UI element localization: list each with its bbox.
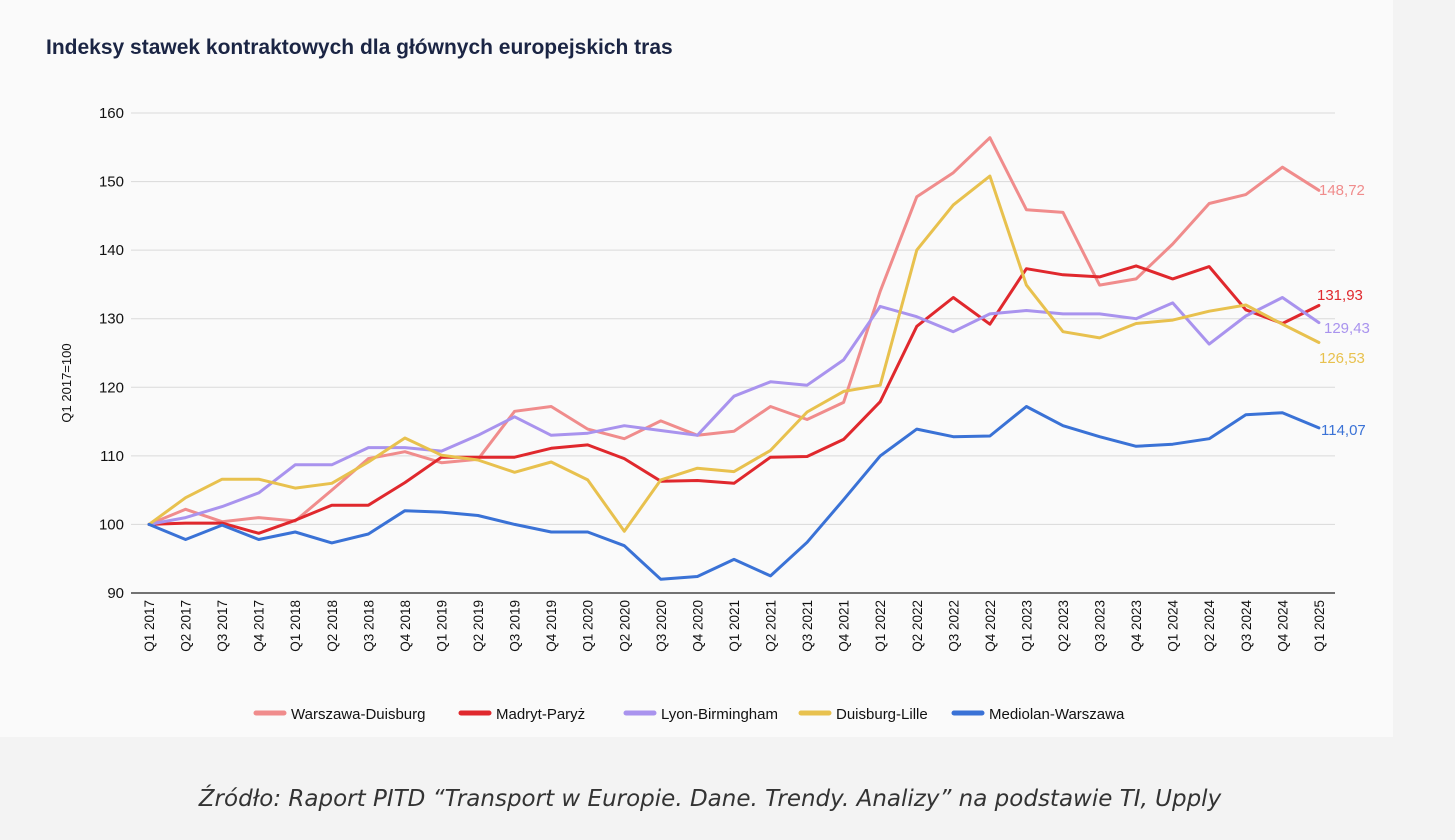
x-tick-label: Q1 2019 bbox=[434, 600, 449, 652]
x-tick-label: Q2 2018 bbox=[325, 600, 340, 652]
legend-label: Warszawa-Duisburg bbox=[291, 706, 425, 723]
x-tick-label: Q4 2017 bbox=[252, 600, 267, 652]
y-tick-label: 120 bbox=[99, 379, 124, 396]
x-tick-label: Q1 2025 bbox=[1312, 600, 1327, 652]
x-tick-label: Q1 2021 bbox=[727, 600, 742, 652]
source-note: Źródło: Raport PITD “Transport w Europie… bbox=[198, 786, 1222, 812]
y-tick-label: 110 bbox=[100, 448, 124, 465]
y-axis-label: Q1 2017=100 bbox=[59, 343, 74, 422]
chart-title: Indeksy stawek kontraktowych dla głównyc… bbox=[46, 36, 673, 59]
x-tick-label: Q4 2019 bbox=[544, 600, 559, 652]
x-tick-label: Q2 2023 bbox=[1056, 600, 1071, 652]
x-tick-label: Q1 2017 bbox=[142, 600, 157, 652]
x-tick-label: Q3 2023 bbox=[1093, 600, 1108, 652]
x-tick-label: Q1 2023 bbox=[1019, 600, 1034, 652]
legend: Warszawa-Duisburg Madryt-Paryż Lyon-Birmin… bbox=[253, 706, 1125, 723]
chart-card: Indeksy stawek kontraktowych dla głównyc… bbox=[46, 36, 673, 59]
y-tick-label: 140 bbox=[99, 242, 124, 259]
end-value-label: 114,07 bbox=[1321, 422, 1366, 439]
y-tick-label: 90 bbox=[107, 585, 124, 602]
x-tick-label: Q2 2020 bbox=[617, 600, 632, 652]
x-tick-label: Q1 2024 bbox=[1166, 600, 1181, 652]
end-labels: 148,72 131,93 129,43 126,53 114,07 bbox=[1317, 182, 1370, 439]
x-tick-label: Q2 2021 bbox=[764, 600, 779, 652]
y-tick-label: 100 bbox=[99, 516, 124, 533]
x-tick-label: Q3 2022 bbox=[946, 600, 961, 652]
legend-label: Duisburg-Lille bbox=[836, 706, 928, 723]
line-chart: 90 100 110 120 130 140 150 160 Q1 2017=100 Q1 2… bbox=[59, 105, 1370, 723]
y-axis: 90 100 110 120 130 140 150 160 bbox=[99, 105, 124, 602]
x-tick-label: Q3 2018 bbox=[361, 600, 376, 652]
end-value-label: 131,93 bbox=[1317, 287, 1363, 304]
x-tick-label: Q4 2022 bbox=[983, 600, 998, 652]
x-tick-label: Q1 2022 bbox=[873, 600, 888, 652]
x-tick-label: Q2 2022 bbox=[910, 600, 925, 652]
x-tick-label: Q3 2017 bbox=[215, 600, 230, 652]
x-tick-label: Q4 2024 bbox=[1275, 600, 1290, 652]
x-tick-label: Q1 2020 bbox=[581, 600, 596, 652]
legend-label: Lyon-Birmingham bbox=[661, 706, 778, 723]
x-tick-label: Q4 2023 bbox=[1129, 600, 1144, 652]
x-axis: Q1 2017 Q2 2017 Q3 2017 Q4 2017 Q1 2018 Q2 20… bbox=[142, 600, 1327, 652]
x-tick-label: Q4 2018 bbox=[398, 600, 413, 652]
x-tick-label: Q4 2021 bbox=[837, 600, 852, 652]
y-tick-label: 130 bbox=[99, 311, 124, 328]
x-tick-label: Q3 2021 bbox=[800, 600, 815, 652]
x-tick-label: Q4 2020 bbox=[690, 600, 705, 652]
x-tick-label: Q2 2024 bbox=[1202, 600, 1217, 652]
end-value-label: 126,53 bbox=[1319, 350, 1365, 367]
series-line-2 bbox=[147, 264, 1321, 535]
series-lines bbox=[147, 136, 1321, 581]
series-line-1 bbox=[147, 136, 1321, 526]
gridlines bbox=[131, 112, 1335, 594]
series-line-5 bbox=[147, 405, 1321, 581]
end-value-label: 148,72 bbox=[1319, 182, 1365, 199]
x-tick-label: Q2 2017 bbox=[179, 600, 194, 652]
series-line-3 bbox=[147, 296, 1321, 526]
y-tick-label: 150 bbox=[99, 174, 124, 191]
end-value-label: 129,43 bbox=[1324, 320, 1370, 337]
x-tick-label: Q3 2020 bbox=[654, 600, 669, 652]
legend-label: Mediolan-Warszawa bbox=[989, 706, 1125, 723]
x-tick-label: Q1 2018 bbox=[288, 600, 303, 652]
x-tick-label: Q3 2024 bbox=[1239, 600, 1254, 652]
x-tick-label: Q3 2019 bbox=[508, 600, 523, 652]
y-tick-label: 160 bbox=[99, 105, 124, 122]
series-line-4 bbox=[147, 174, 1321, 533]
legend-label: Madryt-Paryż bbox=[496, 706, 585, 723]
x-tick-label: Q2 2019 bbox=[471, 600, 486, 652]
